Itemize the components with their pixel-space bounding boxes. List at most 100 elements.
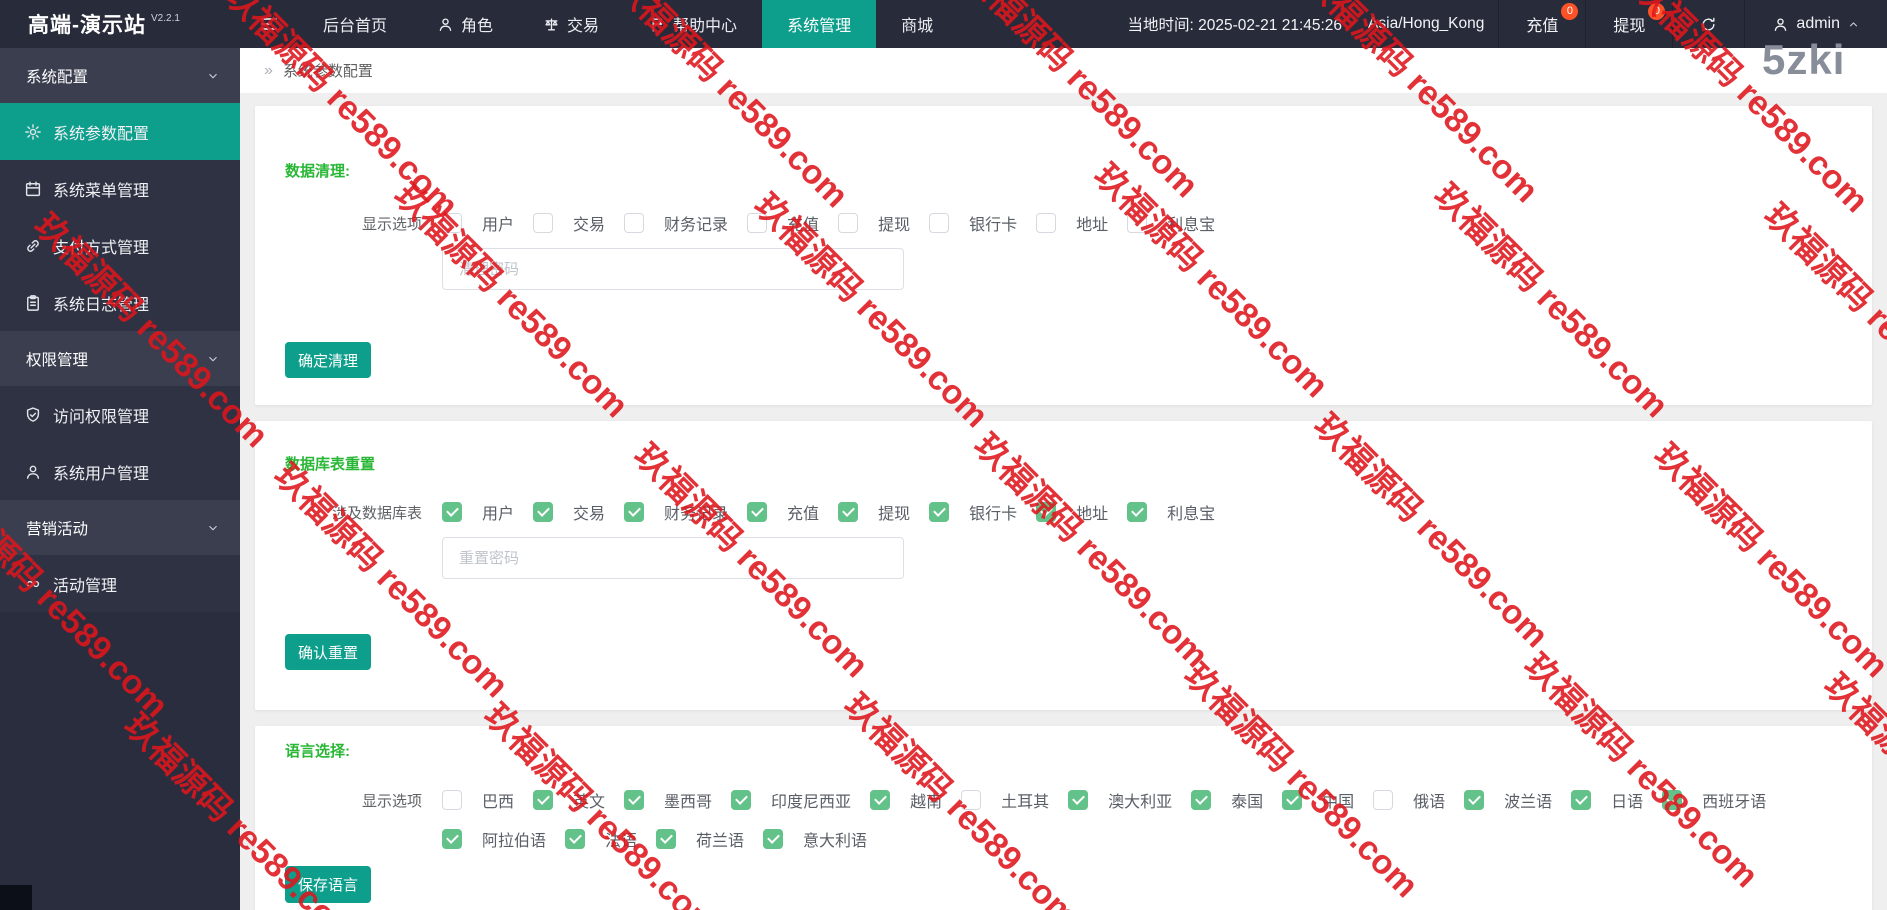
- recharge-button[interactable]: 充值 0: [1498, 0, 1585, 48]
- checkbox-checked[interactable]: [870, 790, 891, 810]
- checkbox-option[interactable]: 阿拉伯语: [442, 827, 546, 851]
- checkbox-option[interactable]: 提现: [838, 211, 910, 235]
- checkbox-checked[interactable]: [1068, 790, 1089, 810]
- checkbox-checked[interactable]: [1282, 790, 1303, 810]
- checkbox-option[interactable]: 波兰语: [1464, 788, 1552, 812]
- checkbox-option[interactable]: 澳大利亚: [1068, 788, 1172, 812]
- checkbox-unchecked[interactable]: [442, 213, 462, 233]
- nav-tab-4[interactable]: 系统管理: [762, 0, 877, 48]
- checkbox-option[interactable]: 银行卡: [929, 500, 1017, 524]
- checkbox-option[interactable]: 墨西哥: [624, 788, 712, 812]
- checkbox-option[interactable]: 荷兰语: [656, 827, 744, 851]
- sidebar-group-header-1[interactable]: 权限管理: [0, 331, 240, 386]
- checkbox-unchecked[interactable]: [961, 790, 982, 810]
- checkbox-option[interactable]: 地址: [1036, 211, 1108, 235]
- checkbox-option[interactable]: 充值: [747, 211, 819, 235]
- user-menu[interactable]: admin: [1744, 0, 1887, 48]
- checkbox-option[interactable]: 利息宝: [1127, 500, 1215, 524]
- nav-tab-2[interactable]: 交易: [518, 0, 624, 48]
- refresh-button[interactable]: [1672, 0, 1744, 48]
- sidebar-group-header-2[interactable]: 营销活动: [0, 500, 240, 555]
- checkbox-option[interactable]: 英文: [533, 788, 605, 812]
- checkbox-unchecked[interactable]: [624, 213, 645, 233]
- clean-password-input[interactable]: [442, 248, 904, 290]
- checkbox-checked[interactable]: [1127, 502, 1148, 522]
- checkbox-checked[interactable]: [442, 502, 462, 522]
- checkbox-option[interactable]: 意大利语: [763, 827, 867, 851]
- checkbox-checked[interactable]: [1464, 790, 1485, 810]
- checkbox-unchecked[interactable]: [747, 213, 768, 233]
- checkbox-checked[interactable]: [442, 829, 462, 849]
- checkbox-option[interactable]: 财务记录: [624, 211, 728, 235]
- sidebar-item[interactable]: 系统菜单管理: [0, 160, 240, 217]
- sidebar-item[interactable]: 系统日志管理: [0, 274, 240, 331]
- checkbox-label: 波兰语: [1504, 794, 1553, 811]
- sidebar-item[interactable]: 支付方式管理: [0, 217, 240, 274]
- save-language-button[interactable]: 保存语言: [285, 866, 372, 903]
- checkbox-option[interactable]: 交易: [533, 211, 605, 235]
- withdraw-label: 提现: [1613, 18, 1646, 35]
- checkbox-checked[interactable]: [1036, 502, 1057, 522]
- sidebar-item[interactable]: 活动管理: [0, 555, 240, 612]
- checkbox-checked[interactable]: [747, 502, 768, 522]
- checkbox-unchecked[interactable]: [442, 790, 462, 810]
- checkbox-unchecked[interactable]: [1036, 213, 1057, 233]
- checkbox-option[interactable]: 泰国: [1191, 788, 1263, 812]
- checkbox-option[interactable]: 财务记录: [624, 500, 728, 524]
- confirm-reset-button[interactable]: 确认重置: [285, 634, 372, 670]
- checkbox-label: 俄语: [1413, 794, 1446, 811]
- page-title: 系统参数配置: [282, 63, 373, 80]
- checkbox-checked[interactable]: [838, 502, 859, 522]
- checkbox-option[interactable]: 法语: [565, 827, 637, 851]
- checkbox-checked[interactable]: [533, 790, 554, 810]
- nav-tab-5[interactable]: 商城: [876, 0, 958, 48]
- checkbox-option[interactable]: 交易: [533, 500, 605, 524]
- checkbox-option[interactable]: 充值: [747, 500, 819, 524]
- checkbox-checked[interactable]: [1571, 790, 1592, 810]
- checkbox-checked[interactable]: [731, 790, 752, 810]
- checkbox-option[interactable]: 日语: [1571, 788, 1643, 812]
- form-row-label: 显示选项: [361, 215, 422, 233]
- checkbox-option[interactable]: 地址: [1036, 500, 1108, 524]
- checkbox-checked[interactable]: [565, 829, 586, 849]
- reset-password-input[interactable]: [442, 537, 904, 579]
- checkbox-option[interactable]: 利息宝: [1127, 211, 1215, 235]
- checkbox-checked[interactable]: [929, 502, 950, 522]
- checkbox-unchecked[interactable]: [838, 213, 859, 233]
- checkbox-checked[interactable]: [1191, 790, 1212, 810]
- checkbox-checked[interactable]: [624, 502, 645, 522]
- form-row: 涉及数据库表 用户 交易 财务记录 充值 提现 银行卡 地址 利息宝: [285, 497, 1842, 527]
- sidebar-toggle-button[interactable]: [240, 0, 298, 48]
- sidebar-item[interactable]: 访问权限管理: [0, 386, 240, 443]
- checkbox-option[interactable]: 用户: [442, 500, 514, 524]
- sidebar-item[interactable]: 系统用户管理: [0, 443, 240, 500]
- checkbox-option[interactable]: 银行卡: [929, 211, 1017, 235]
- checkbox-unchecked[interactable]: [533, 213, 554, 233]
- checkbox-option[interactable]: 提现: [838, 500, 910, 524]
- sidebar-item[interactable]: 系统参数配置: [0, 103, 240, 160]
- checkbox-unchecked[interactable]: [1373, 790, 1394, 810]
- checkbox-checked[interactable]: [1662, 790, 1683, 810]
- confirm-clean-button[interactable]: 确定清理: [285, 342, 372, 378]
- checkbox-option[interactable]: 用户: [442, 211, 514, 235]
- nav-tab-0[interactable]: 后台首页: [298, 0, 412, 48]
- checkbox-label: 地址: [1076, 217, 1109, 234]
- nav-tab-3[interactable]: 帮助中心: [624, 0, 762, 48]
- checkbox-option[interactable]: 土耳其: [961, 788, 1049, 812]
- withdraw-button[interactable]: 提现 0: [1585, 0, 1672, 48]
- checkbox-option[interactable]: 中国: [1282, 788, 1354, 812]
- checkbox-checked[interactable]: [624, 790, 645, 810]
- checkbox-checked[interactable]: [656, 829, 677, 849]
- checkbox-option[interactable]: 西班牙语: [1662, 788, 1766, 812]
- checkbox-checked[interactable]: [533, 502, 554, 522]
- breadcrumb: » 系统参数配置: [240, 48, 1887, 93]
- sidebar-group-header-0[interactable]: 系统配置: [0, 48, 240, 103]
- checkbox-option[interactable]: 俄语: [1373, 788, 1445, 812]
- checkbox-option[interactable]: 巴西: [442, 788, 514, 812]
- checkbox-option[interactable]: 印度尼西亚: [731, 788, 851, 812]
- checkbox-unchecked[interactable]: [929, 213, 950, 233]
- checkbox-checked[interactable]: [763, 829, 784, 849]
- nav-tab-1[interactable]: 角色: [412, 0, 518, 48]
- checkbox-unchecked[interactable]: [1127, 213, 1148, 233]
- checkbox-option[interactable]: 越南: [870, 788, 942, 812]
